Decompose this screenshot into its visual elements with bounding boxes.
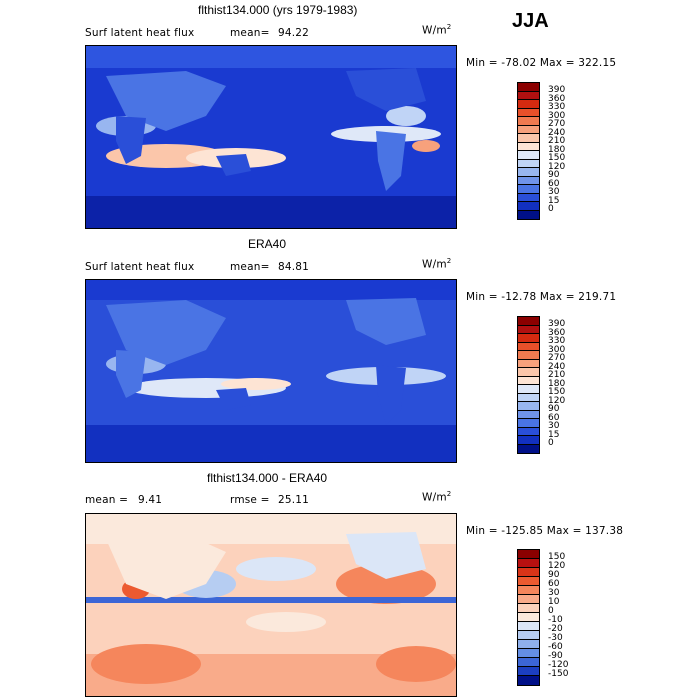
season-label: JJA (512, 10, 549, 32)
panel1-map (85, 45, 457, 229)
panel1-tick: 90 (548, 170, 560, 180)
panel3-tick: 10 (548, 597, 560, 607)
panel1-tick: 60 (548, 178, 560, 189)
panel2-tick: 390 (548, 319, 566, 329)
panel1-colorbar (517, 82, 540, 220)
panel3-map (85, 513, 457, 697)
panel1-tick: 30 (548, 187, 560, 197)
panel2-tick: 270 (548, 353, 566, 363)
panel3-mean-value: 9.41 (138, 494, 163, 506)
panel2-colorbar (517, 316, 540, 454)
panel2-field-label: Surf latent heat flux (85, 261, 195, 273)
panel1-tick: 300 (548, 110, 566, 121)
panel1-tick: 240 (548, 127, 566, 138)
panel3-title: flthist134.000 - ERA40 (207, 471, 328, 485)
panel3-tick: 0 (548, 606, 554, 616)
panel3-rmse-value: 25.11 (278, 494, 310, 506)
panel2-title: ERA40 (248, 237, 287, 251)
panel3-units: W/m2 (422, 490, 452, 504)
panel3-tick: 120 (548, 561, 566, 571)
panel1-tick: 180 (548, 144, 566, 155)
panel1-title: flthist134.000 (yrs 1979-1983) (198, 3, 358, 17)
panel1-mean-value: 94.22 (278, 27, 310, 39)
panel1-tick: 210 (548, 136, 566, 146)
panel2-tick: 180 (548, 378, 566, 389)
panel2-tick: 30 (548, 421, 560, 431)
panel3-minmax: Min = -125.85 Max = 137.38 (466, 525, 624, 537)
panel2-tick: 120 (548, 395, 566, 406)
panel1-minmax: Min = -78.02 Max = 322.15 (466, 57, 617, 69)
panel3-tick: -20 (548, 624, 563, 634)
panel3-tick: -30 (548, 633, 563, 643)
panel2-tick: 240 (548, 361, 566, 372)
panel2-tick: 360 (548, 327, 566, 338)
panel3-colorbar (517, 549, 540, 686)
panel1-units: W/m2 (422, 23, 452, 37)
panel2-map (85, 279, 457, 463)
panel1-tick: 330 (548, 102, 566, 112)
panel1-field-label: Surf latent heat flux (85, 27, 195, 39)
panel3-tick: -90 (548, 651, 563, 661)
panel2-minmax: Min = -12.78 Max = 219.71 (466, 291, 617, 303)
panel3-tick: 60 (548, 579, 560, 589)
panel1-tick: 360 (548, 93, 566, 104)
panel2-tick: 15 (548, 429, 560, 440)
panel1-tick: 150 (548, 153, 566, 163)
panel3-tick: -150 (548, 669, 569, 679)
panel1-mean-label: mean= (230, 27, 270, 39)
panel3-mean-label: mean = (85, 494, 129, 506)
panel1-tick: 390 (548, 85, 566, 95)
panel2-tick: 300 (548, 344, 566, 355)
panel3-tick: -60 (548, 642, 563, 652)
panel3-tick: 90 (548, 570, 560, 580)
panel3-tick: 150 (548, 552, 566, 562)
panel2-mean-label: mean= (230, 261, 270, 273)
panel3-tick: 30 (548, 588, 560, 598)
panel2-tick: 150 (548, 387, 566, 397)
panel2-tick: 330 (548, 336, 566, 346)
panel2-mean-value: 84.81 (278, 261, 310, 273)
panel3-tick: -10 (548, 615, 563, 625)
panel2-tick: 0 (548, 438, 554, 448)
panel2-tick: 90 (548, 404, 560, 414)
panel1-tick: 120 (548, 161, 566, 172)
panel2-units: W/m2 (422, 257, 452, 271)
panel2-tick: 60 (548, 412, 560, 423)
panel3-tick: -120 (548, 660, 569, 670)
panel1-tick: 0 (548, 204, 554, 214)
panel1-tick: 270 (548, 119, 566, 129)
panel3-rmse-label: rmse = (230, 494, 270, 506)
panel2-tick: 210 (548, 370, 566, 380)
panel1-tick: 15 (548, 195, 560, 206)
